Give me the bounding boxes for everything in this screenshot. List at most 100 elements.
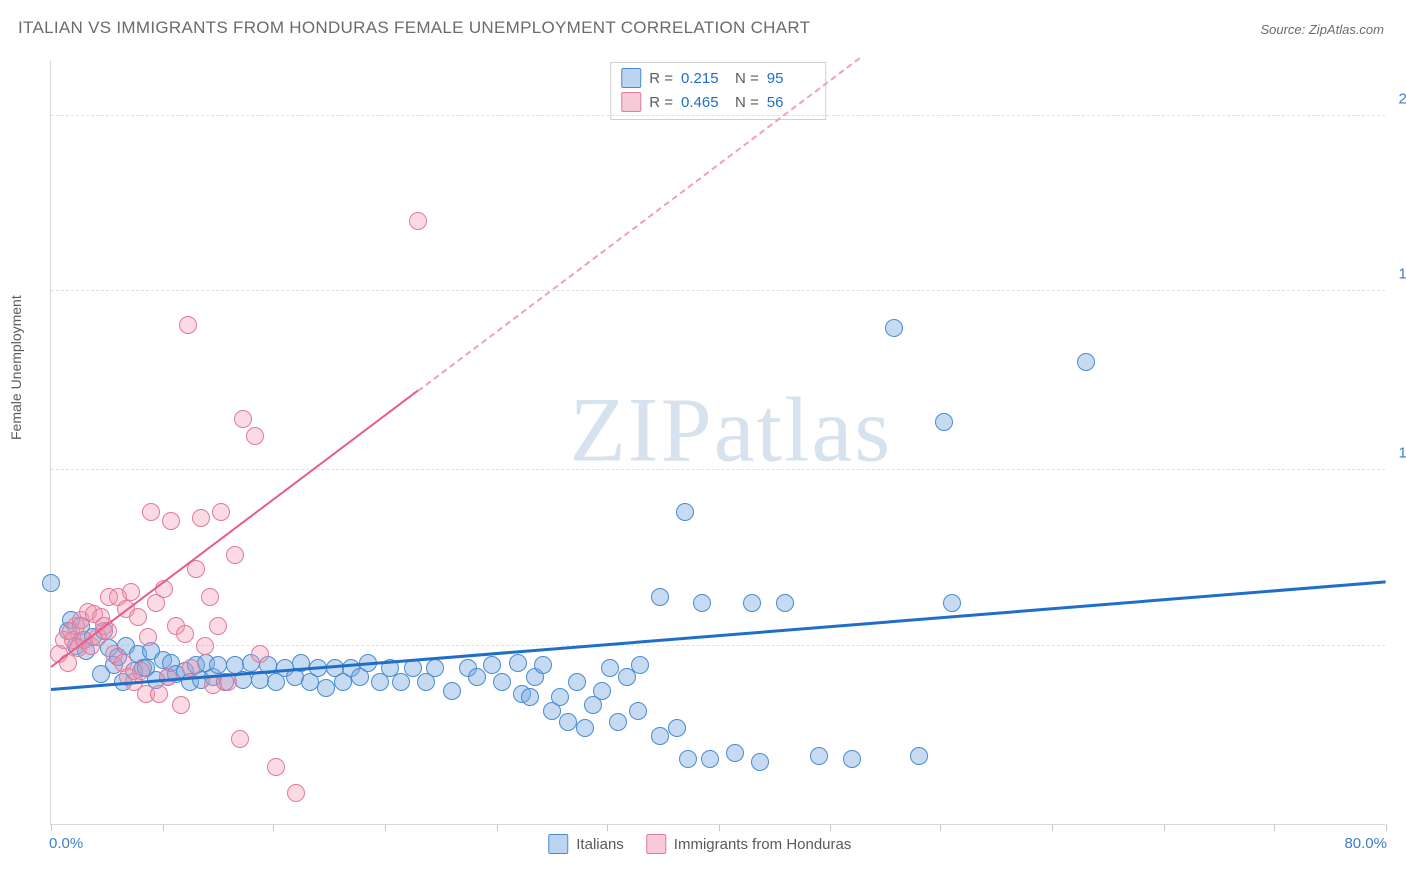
x-tick	[497, 824, 498, 831]
chart-title: ITALIAN VS IMMIGRANTS FROM HONDURAS FEMA…	[18, 18, 810, 38]
gridline	[51, 469, 1385, 470]
data-point	[668, 719, 686, 737]
data-point	[251, 645, 269, 663]
data-point	[132, 662, 150, 680]
data-point	[751, 753, 769, 771]
data-point	[534, 656, 552, 674]
data-point	[509, 654, 527, 672]
plot-area: ZIPatlas R = 0.215 N = 95 R = 0.465 N = …	[50, 60, 1385, 825]
x-tick	[940, 824, 941, 831]
data-point	[910, 747, 928, 765]
x-tick	[1052, 824, 1053, 831]
x-tick	[1274, 824, 1275, 831]
data-point	[179, 316, 197, 334]
gridline	[51, 645, 1385, 646]
data-point	[943, 594, 961, 612]
data-point	[1077, 353, 1095, 371]
data-point	[576, 719, 594, 737]
gridline	[51, 290, 1385, 291]
data-point	[631, 656, 649, 674]
x-tick	[607, 824, 608, 831]
data-point	[629, 702, 647, 720]
data-point	[234, 410, 252, 428]
data-point	[162, 512, 180, 530]
data-point	[568, 673, 586, 691]
y-tick-label: 25.0%	[1391, 90, 1406, 107]
data-point	[159, 668, 177, 686]
x-axis-min: 0.0%	[49, 835, 83, 852]
data-point	[182, 659, 200, 677]
data-point	[443, 682, 461, 700]
swatch-icon	[621, 92, 641, 112]
data-point	[885, 319, 903, 337]
data-point	[42, 574, 60, 592]
data-point	[559, 713, 577, 731]
y-tick-label: 18.8%	[1391, 266, 1406, 283]
data-point	[409, 212, 427, 230]
y-tick-label: 6.3%	[1391, 620, 1406, 637]
data-point	[317, 679, 335, 697]
legend-row-pink: R = 0.465 N = 56	[621, 90, 813, 114]
trend-line	[51, 580, 1386, 691]
swatch-icon	[621, 68, 641, 88]
x-axis-max: 80.0%	[1344, 835, 1387, 852]
data-point	[212, 503, 230, 521]
x-tick	[1386, 824, 1387, 831]
source-attribution: Source: ZipAtlas.com	[1260, 22, 1384, 37]
data-point	[287, 784, 305, 802]
data-point	[609, 713, 627, 731]
y-axis-label: Female Unemployment	[8, 295, 24, 440]
data-point	[176, 625, 194, 643]
legend-item-honduras: Immigrants from Honduras	[646, 834, 852, 854]
data-point	[701, 750, 719, 768]
x-tick	[273, 824, 274, 831]
trend-line	[50, 390, 418, 668]
data-point	[139, 628, 157, 646]
data-point	[601, 659, 619, 677]
correlation-chart: ITALIAN VS IMMIGRANTS FROM HONDURAS FEMA…	[0, 0, 1406, 892]
x-tick	[385, 824, 386, 831]
data-point	[196, 637, 214, 655]
data-point	[651, 727, 669, 745]
data-point	[231, 730, 249, 748]
x-tick	[163, 824, 164, 831]
data-point	[935, 413, 953, 431]
x-tick	[1164, 824, 1165, 831]
data-point	[693, 594, 711, 612]
data-point	[676, 503, 694, 521]
data-point	[226, 546, 244, 564]
series-legend: Italians Immigrants from Honduras	[548, 834, 851, 854]
x-tick	[51, 824, 52, 831]
data-point	[551, 688, 569, 706]
legend-item-italians: Italians	[548, 834, 624, 854]
swatch-icon	[548, 834, 568, 854]
data-point	[129, 608, 147, 626]
watermark: ZIPatlas	[570, 376, 893, 482]
data-point	[426, 659, 444, 677]
data-point	[246, 427, 264, 445]
x-tick	[719, 824, 720, 831]
data-point	[468, 668, 486, 686]
data-point	[743, 594, 761, 612]
correlation-legend: R = 0.215 N = 95 R = 0.465 N = 56	[610, 62, 826, 120]
data-point	[651, 588, 669, 606]
data-point	[810, 747, 828, 765]
data-point	[122, 583, 140, 601]
data-point	[521, 688, 539, 706]
y-tick-label: 12.5%	[1391, 444, 1406, 461]
data-point	[679, 750, 697, 768]
data-point	[776, 594, 794, 612]
x-tick	[830, 824, 831, 831]
data-point	[150, 685, 168, 703]
data-point	[267, 758, 285, 776]
data-point	[483, 656, 501, 674]
data-point	[843, 750, 861, 768]
data-point	[142, 503, 160, 521]
data-point	[493, 673, 511, 691]
gridline	[51, 115, 1385, 116]
swatch-icon	[646, 834, 666, 854]
legend-row-blue: R = 0.215 N = 95	[621, 66, 813, 90]
data-point	[201, 588, 219, 606]
data-point	[726, 744, 744, 762]
data-point	[593, 682, 611, 700]
